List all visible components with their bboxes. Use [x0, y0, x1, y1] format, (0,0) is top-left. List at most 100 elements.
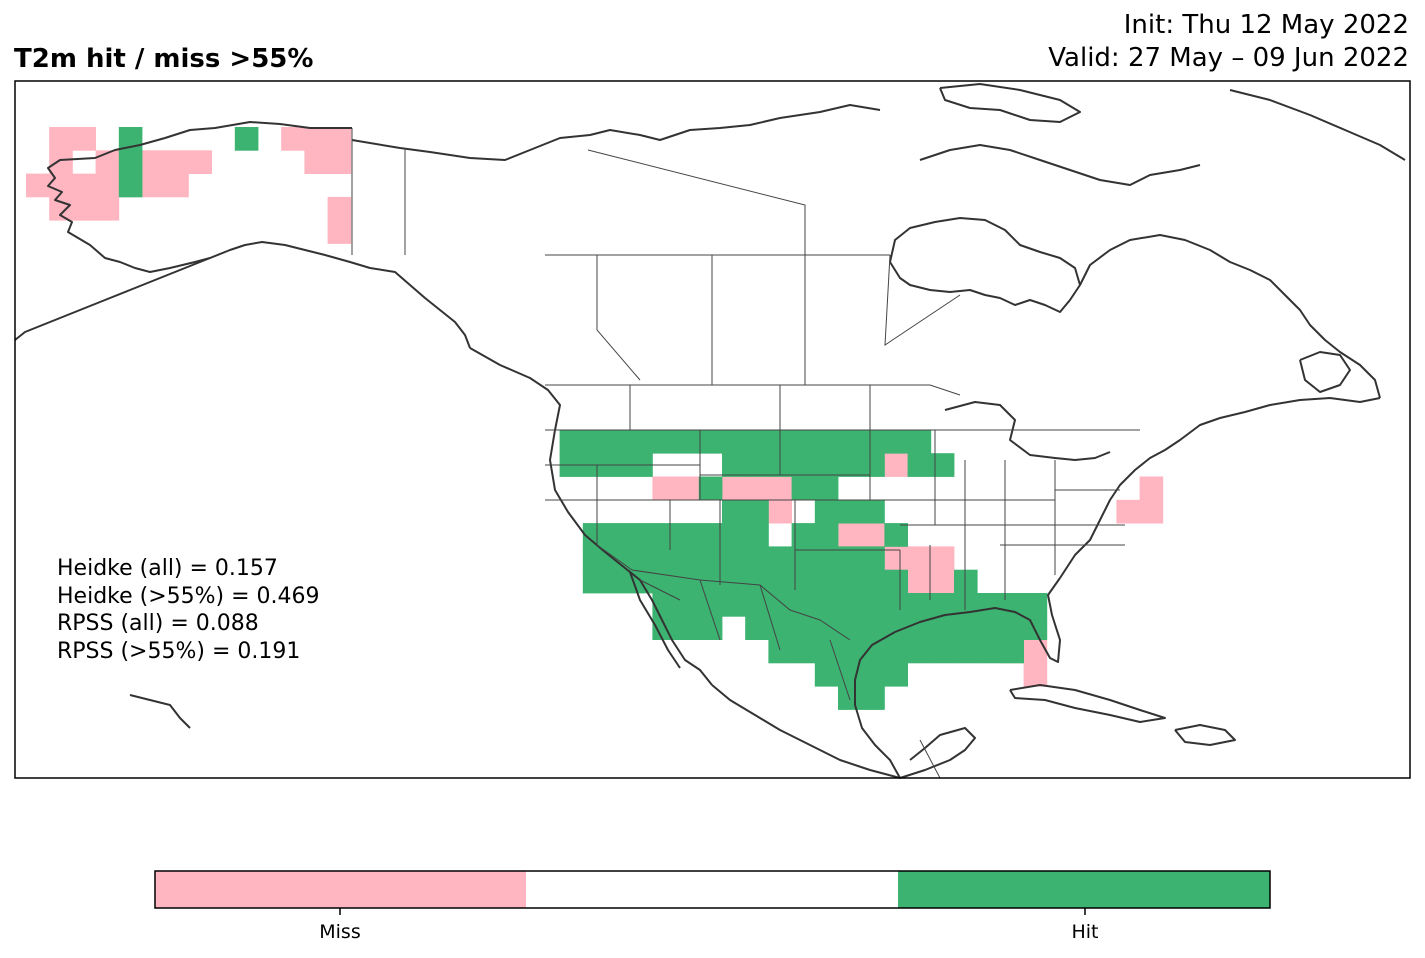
miss-cell — [188, 150, 212, 174]
baja — [629, 571, 681, 669]
hit-cell — [629, 523, 653, 547]
hit-cell — [930, 639, 955, 664]
hit-cell — [884, 523, 908, 547]
miss-cell — [907, 546, 932, 571]
hit-cell — [698, 476, 723, 501]
alaska-coast — [47, 121, 471, 349]
miss-cell — [281, 127, 305, 151]
miss-cell — [95, 173, 120, 198]
hit-cell — [814, 662, 839, 687]
miss-cell — [722, 476, 746, 501]
hit-cell — [606, 429, 630, 454]
miss-cell — [884, 453, 908, 477]
hit-cell — [861, 546, 885, 571]
hit-cell — [606, 523, 630, 547]
hit-cell — [861, 429, 885, 454]
hit-cell — [791, 429, 816, 454]
hit-cell — [768, 546, 792, 571]
hit-cell — [861, 616, 885, 640]
hit-cell — [930, 593, 955, 617]
hit-cell — [118, 173, 143, 198]
hit-cell — [698, 593, 723, 617]
miss-cell — [49, 127, 73, 151]
hit-cell — [861, 662, 885, 687]
hawaii — [129, 694, 191, 729]
greenland-edge — [1229, 89, 1406, 161]
newfoundland — [1299, 351, 1351, 393]
hit-cell — [814, 453, 839, 477]
hit-cell — [234, 127, 259, 151]
us-mexico-border — [631, 569, 851, 641]
colorbar-neutral-segment — [526, 871, 898, 908]
hit-cell — [629, 429, 653, 454]
hit-cell — [698, 569, 723, 594]
miss-cell — [930, 569, 955, 594]
hit-cell — [722, 546, 746, 571]
miss-cell — [884, 546, 908, 571]
hit-cell — [745, 453, 769, 477]
hit-cell — [675, 593, 700, 617]
hit-cell — [791, 523, 816, 547]
miss-cell — [26, 173, 50, 198]
hit-cell — [559, 429, 584, 454]
hit-cell — [722, 569, 746, 594]
hit-cell — [791, 546, 816, 571]
west-coast — [469, 347, 713, 686]
miss-cell — [1139, 476, 1164, 501]
cuba — [1009, 684, 1166, 723]
hit-cell — [1000, 639, 1024, 664]
hit-cell — [675, 569, 700, 594]
miss-cell — [165, 150, 189, 174]
hit-cell — [768, 616, 792, 640]
miss-cell — [327, 150, 352, 174]
hit-cell — [930, 453, 955, 477]
canada-provinces — [404, 148, 961, 385]
hit-cell — [791, 616, 816, 640]
hit-cell — [582, 429, 607, 454]
mexico-states — [639, 579, 941, 779]
hit-cell — [814, 499, 839, 524]
hispaniola — [1174, 724, 1236, 746]
hit-cell — [745, 546, 769, 571]
hit-cell — [722, 429, 746, 454]
hit-cell — [722, 593, 746, 617]
hit-cell — [838, 453, 862, 477]
hit-cell — [1023, 593, 1048, 617]
colorbar-hit-segment — [898, 871, 1270, 908]
arctic-islands — [939, 83, 1081, 123]
hit-cell — [1023, 616, 1048, 640]
east-coast — [1059, 397, 1381, 579]
hit-cell — [791, 569, 816, 594]
hit-cell — [814, 476, 839, 501]
hit-cell — [814, 569, 839, 594]
miss-cell — [304, 127, 328, 151]
hit-cell — [652, 546, 676, 571]
hit-cell — [582, 569, 607, 594]
miss-cell — [1023, 662, 1048, 687]
valid-period: Valid: 27 May – 09 Jun 2022 — [1048, 43, 1409, 73]
hit-cell — [838, 499, 862, 524]
miss-cell — [49, 196, 73, 221]
hit-cell — [861, 686, 885, 710]
hit-cell — [606, 569, 630, 594]
hit-cell — [861, 569, 885, 594]
miss-cell — [49, 150, 73, 174]
hit-cell — [977, 616, 1001, 640]
hit-cell — [652, 523, 676, 547]
hit-cell — [861, 639, 885, 664]
hit-cell — [814, 523, 839, 547]
miss-cell — [142, 150, 166, 174]
miss-cell — [72, 196, 96, 221]
hit-cell — [118, 150, 143, 174]
yucatan — [899, 727, 976, 779]
miss-cell — [165, 173, 189, 198]
hit-cell — [861, 453, 885, 477]
colorbar-frame — [154, 870, 1271, 909]
miss-cell — [768, 499, 792, 524]
hit-cell — [1000, 616, 1024, 640]
miss-cell — [930, 546, 955, 571]
hit-cell — [722, 523, 746, 547]
hit-cell — [745, 593, 769, 617]
colorbar-label-miss: Miss — [319, 921, 361, 943]
map-frame — [14, 80, 1411, 779]
